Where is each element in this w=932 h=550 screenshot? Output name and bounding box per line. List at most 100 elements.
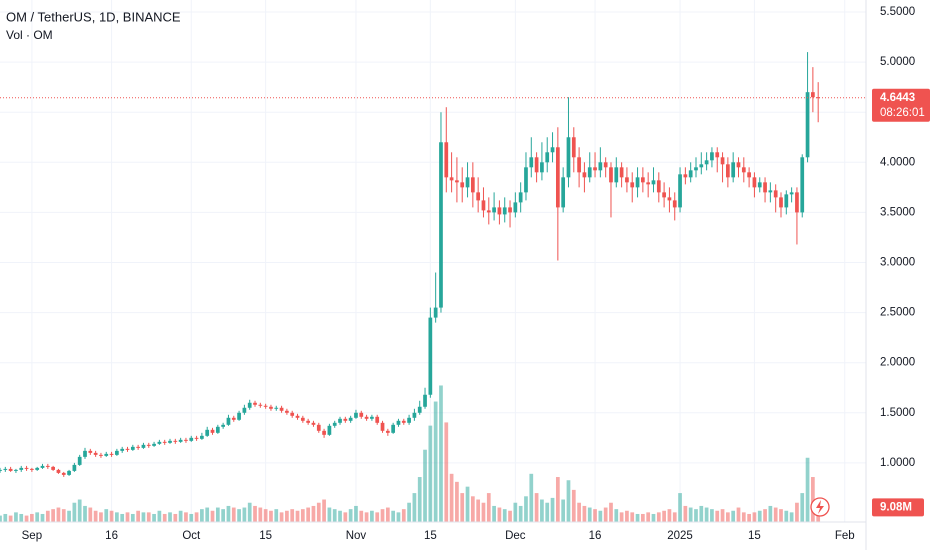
candle-body	[417, 406, 422, 413]
volume-bar	[768, 505, 773, 522]
candle-body	[152, 443, 156, 446]
volume-bar	[741, 512, 746, 522]
volume-bar	[269, 510, 273, 522]
candle-body	[3, 468, 8, 470]
volume-bar	[146, 512, 151, 522]
candle-body	[614, 167, 619, 183]
volume-bar	[200, 509, 204, 522]
volume-bar	[178, 510, 183, 522]
volume-bar	[247, 502, 252, 522]
volume-bar	[322, 499, 326, 522]
volume-bar	[609, 502, 613, 522]
volume-bar	[104, 509, 109, 522]
volume-bar	[194, 512, 199, 522]
volume-bar	[88, 507, 93, 522]
x-tick-label: 16	[105, 530, 118, 542]
candle-body	[524, 167, 528, 193]
candle-body	[795, 192, 799, 213]
volume-bar	[486, 493, 491, 522]
volume-bar	[593, 509, 597, 522]
volume-bar	[359, 510, 364, 522]
candle-body	[439, 142, 443, 308]
volume-bar	[136, 510, 140, 522]
candle-body	[109, 453, 114, 455]
candle-body	[433, 307, 438, 318]
volume-bar	[763, 509, 767, 522]
candle-body	[115, 450, 119, 455]
chart-subtitle: Vol · OM	[6, 28, 53, 42]
candle-body	[274, 407, 279, 409]
volume-bar	[130, 513, 135, 522]
volume-bar	[784, 510, 789, 522]
volume-bar	[646, 512, 651, 522]
candle-body	[221, 424, 226, 427]
volume-bar	[407, 502, 411, 522]
candle-body	[486, 210, 491, 213]
volume-bar	[476, 499, 481, 522]
volume-bar	[433, 401, 438, 522]
candle-body	[354, 412, 358, 418]
volume-bar	[492, 505, 496, 522]
volume-bar	[672, 512, 677, 522]
candle-body	[407, 417, 411, 423]
candle-body	[561, 177, 566, 208]
volume-bar	[115, 512, 119, 522]
y-tick-label: 5.0000	[880, 56, 915, 68]
candle-body	[571, 137, 576, 158]
volume-bar	[141, 512, 146, 522]
candle-body	[40, 465, 45, 468]
candle-body	[757, 182, 762, 188]
volume-bar	[779, 509, 783, 522]
candle-body	[136, 446, 140, 448]
candle-body	[285, 410, 289, 413]
candle-body	[752, 177, 757, 188]
candle-body	[359, 412, 364, 417]
volume-bar	[678, 493, 682, 522]
candle-body	[720, 157, 725, 165]
volume-bar	[811, 477, 815, 522]
candle-body	[338, 418, 342, 423]
candle-body	[311, 422, 316, 425]
y-tick-label: 2.0000	[880, 357, 915, 369]
candle-layer	[0, 52, 866, 477]
volume-bar	[455, 481, 459, 522]
candle-body	[322, 430, 326, 435]
candle-body	[125, 448, 130, 450]
volume-bar	[162, 513, 167, 522]
volume-bar	[332, 509, 337, 522]
volume-bar	[417, 477, 422, 522]
candle-body	[35, 467, 40, 470]
volume-bar	[497, 507, 502, 522]
volume-bar	[205, 507, 210, 522]
volume-bar	[550, 497, 555, 522]
volume-bar	[555, 477, 560, 522]
volume-bar	[603, 507, 608, 522]
volume-bar	[215, 507, 220, 522]
volume-bar	[726, 512, 730, 522]
candle-body	[816, 97, 821, 99]
candle-body	[635, 177, 640, 188]
candle-body	[99, 454, 103, 456]
candle-body	[736, 162, 741, 168]
volume-bar	[370, 510, 374, 522]
price-tag-value: 4.6443	[880, 92, 915, 104]
volume-bar	[210, 510, 215, 522]
candle-body	[380, 422, 385, 431]
candle-body	[67, 470, 71, 475]
candle-body	[120, 448, 125, 451]
volume-bar	[51, 509, 55, 522]
replay-icon[interactable]	[810, 497, 830, 517]
candle-body	[72, 464, 77, 471]
volume-bar	[566, 480, 571, 522]
icon-bolt	[816, 500, 824, 514]
candle-body	[710, 152, 714, 161]
candle-body	[279, 407, 284, 411]
candle-body	[423, 394, 427, 407]
volume-bar	[396, 512, 401, 522]
candle-body	[800, 157, 805, 213]
volume-bar	[109, 510, 114, 522]
volume-bar	[391, 510, 396, 522]
chart-title: OM / TetherUS, 1D, BINANCE	[6, 9, 181, 24]
candle-body	[582, 172, 587, 178]
